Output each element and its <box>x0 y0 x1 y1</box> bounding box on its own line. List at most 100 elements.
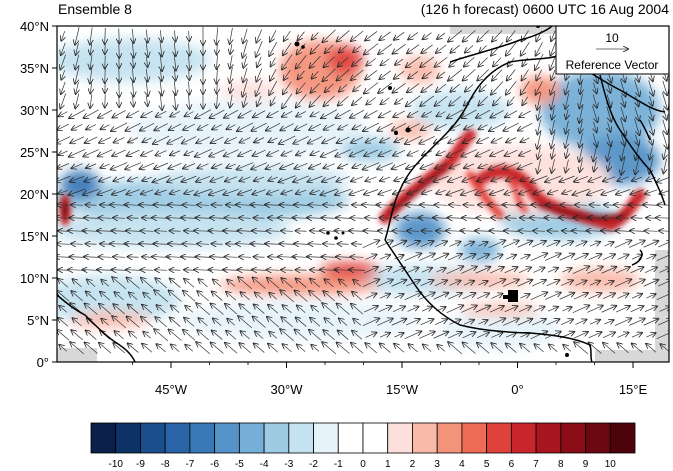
wind-vector <box>405 175 422 182</box>
wind-vector <box>645 189 658 194</box>
wind-vector <box>503 319 519 326</box>
wind-vector <box>422 111 433 116</box>
wind-vector <box>588 254 602 261</box>
wind-vector <box>503 280 519 287</box>
wind-vector <box>533 268 545 273</box>
wind-vector <box>592 133 597 146</box>
wind-vector <box>351 257 364 258</box>
wind-vector <box>616 231 631 232</box>
wind-vector <box>184 279 195 288</box>
wind-vector <box>195 149 212 156</box>
wind-vector <box>265 244 282 245</box>
wind-vector <box>535 53 544 70</box>
colorbar-label: 5 <box>484 459 490 470</box>
colorbar-label: -2 <box>309 459 318 470</box>
wind-vector <box>551 69 555 80</box>
wind-vector <box>71 291 83 302</box>
wind-vector <box>476 254 489 260</box>
wind-vector <box>404 331 421 339</box>
wind-vector <box>491 343 503 354</box>
wind-vector <box>491 333 503 338</box>
wind-vector <box>408 150 419 156</box>
wind-vector <box>572 266 589 274</box>
wind-vector <box>267 231 280 232</box>
wind-vector <box>113 218 126 219</box>
wind-vector <box>268 177 278 181</box>
wind-vector <box>132 40 133 58</box>
wind-vector <box>141 189 154 194</box>
wind-vector <box>282 54 293 70</box>
wind-vector <box>169 329 182 341</box>
wind-vector <box>296 190 307 194</box>
wind-vector <box>336 109 351 118</box>
wind-vector <box>632 218 643 219</box>
wind-vector <box>296 270 307 271</box>
wind-vector <box>256 68 263 82</box>
wind-vector <box>335 149 351 157</box>
wind-vector <box>362 279 379 287</box>
wind-vector <box>308 136 323 144</box>
wind-vector <box>602 332 615 338</box>
colorbar-cell <box>609 422 636 454</box>
wind-vector <box>141 231 154 232</box>
wind-vector <box>184 151 194 155</box>
wind-vector <box>146 41 148 57</box>
wind-vector <box>57 136 71 144</box>
wind-vector <box>379 294 390 299</box>
wind-vector <box>462 176 476 181</box>
wind-vector <box>381 58 390 66</box>
wind-vector <box>254 304 265 314</box>
wind-vector <box>536 69 543 81</box>
wind-vector <box>506 137 517 143</box>
wind-vector <box>560 319 573 325</box>
wind-vector <box>449 281 461 286</box>
wind-vector <box>266 123 281 130</box>
wind-vector <box>644 267 657 273</box>
wind-vector <box>196 136 210 143</box>
wind-vector <box>562 268 571 272</box>
wind-vector <box>580 160 583 172</box>
wind-vector <box>307 257 324 258</box>
wind-vector <box>461 149 477 157</box>
wind-vector <box>322 136 336 143</box>
wind-vector <box>349 231 366 232</box>
wind-vector <box>380 177 391 181</box>
wind-vector <box>378 82 393 93</box>
wind-vector <box>279 175 296 182</box>
wind-vector <box>353 280 362 287</box>
wind-vector <box>75 27 80 45</box>
wind-vector <box>238 231 253 232</box>
wind-vector <box>198 123 209 129</box>
wind-vector <box>182 136 197 144</box>
wind-vector <box>364 110 378 117</box>
wind-vector <box>297 305 306 313</box>
wind-vector <box>419 332 435 339</box>
wind-vector <box>297 43 306 55</box>
wind-vector <box>479 45 487 53</box>
wind-vector <box>420 56 435 67</box>
wind-vector <box>352 331 363 340</box>
wind-vector <box>646 344 657 353</box>
wind-vector <box>97 270 114 271</box>
wind-vector <box>604 320 613 324</box>
wind-vector <box>449 95 462 105</box>
wind-vector <box>230 55 232 69</box>
wind-vector <box>519 110 531 117</box>
wind-vector <box>620 79 625 96</box>
colorbar-label: -1 <box>334 459 343 470</box>
colorbar-label: 3 <box>434 459 440 470</box>
wind-vector <box>574 175 589 181</box>
wind-vector <box>86 124 97 130</box>
wind-vector <box>517 319 533 326</box>
wind-vector <box>603 218 616 219</box>
wind-vector <box>322 68 336 81</box>
wind-vector <box>237 162 254 170</box>
wind-vector <box>282 305 292 314</box>
wind-vector <box>363 122 380 131</box>
wind-vector <box>156 305 166 314</box>
wind-vector <box>84 109 99 118</box>
colorbar-cell <box>461 422 488 454</box>
wind-vector <box>322 342 337 355</box>
wind-vector <box>436 83 447 92</box>
wind-vector <box>155 278 167 289</box>
